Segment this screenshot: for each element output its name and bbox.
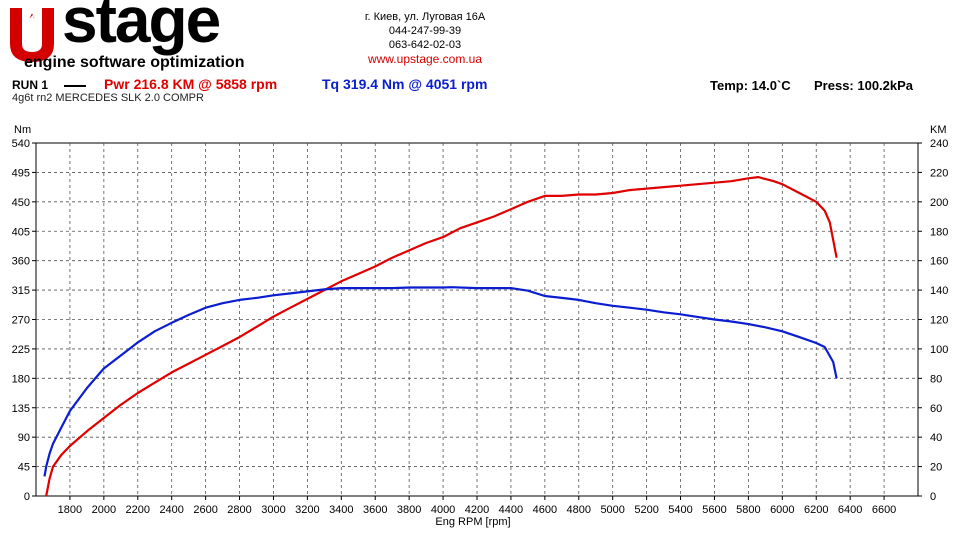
y-tick-label: 270	[12, 315, 30, 327]
y2-tick-label: 120	[930, 315, 948, 327]
y-tick-label: 135	[12, 403, 30, 415]
y2-tick-label: 60	[930, 403, 942, 415]
contact-block: г. Киев, ул. Луговая 16А 044-247-99-39 0…	[330, 10, 520, 66]
y2-tick-label: 200	[930, 197, 948, 209]
x-tick-label: 5000	[600, 504, 624, 516]
x-tick-label: 6400	[838, 504, 862, 516]
y-tick-label: 495	[12, 167, 30, 179]
x-tick-label: 3400	[329, 504, 353, 516]
logo-u-arrow-icon	[10, 6, 54, 62]
x-tick-label: 2400	[159, 504, 183, 516]
torque-summary: Tq 319.4 Nm @ 4051 rpm	[322, 76, 488, 92]
x-tick-label: 3200	[295, 504, 319, 516]
x-tick-label: 5800	[736, 504, 760, 516]
y-tick-label: 225	[12, 344, 30, 356]
x-tick-label: 2600	[193, 504, 217, 516]
y-tick-label: 180	[12, 373, 30, 385]
x-tick-label: 2000	[92, 504, 116, 516]
y2-tick-label: 20	[930, 462, 942, 474]
y2-tick-label: 40	[930, 432, 942, 444]
y2-tick-label: 180	[930, 226, 948, 238]
phone-2: 063-642-02-03	[388, 39, 462, 51]
x-tick-label: 4200	[465, 504, 489, 516]
upstage-logo: stage engine software optimization	[4, 0, 304, 72]
y2-tick-label: 140	[930, 285, 948, 297]
x-tick-label: 3000	[261, 504, 285, 516]
x-tick-label: 6200	[804, 504, 828, 516]
power-curve	[45, 176, 838, 497]
x-tick-label: 2800	[227, 504, 251, 516]
logo-wordmark: stage	[62, 0, 221, 56]
pressure-readout: Press: 100.2kPa	[814, 78, 914, 93]
power-summary: Pwr 216.8 KM @ 5858 rpm	[104, 76, 278, 92]
y2-tick-label: 80	[930, 373, 942, 385]
y-tick-label: 0	[24, 491, 30, 503]
y2-tick-label: 240	[930, 138, 948, 150]
x-axis-label: Eng RPM [rpm]	[435, 516, 510, 528]
x-tick-label: 5600	[702, 504, 726, 516]
x-tick-label: 4800	[567, 504, 591, 516]
y2-tick-label: 0	[930, 491, 936, 503]
x-tick-label: 4400	[499, 504, 523, 516]
run-label: RUN 1	[12, 78, 49, 92]
x-tick-label: 4000	[431, 504, 455, 516]
x-tick-label: 6600	[872, 504, 896, 516]
torque-curve	[43, 286, 838, 477]
x-tick-label: 5400	[668, 504, 692, 516]
y2-tick-label: 100	[930, 344, 948, 356]
vehicle-description: 4g6t rn2 MERCEDES SLK 2.0 COMPR	[12, 92, 204, 104]
y-tick-label: 540	[12, 138, 30, 150]
website-link[interactable]: www.upstage.com.ua	[367, 52, 483, 66]
run-legend-line	[64, 85, 86, 87]
x-tick-label: 1800	[58, 504, 82, 516]
y-tick-label: 450	[12, 197, 30, 209]
y-tick-label: 405	[12, 226, 30, 238]
x-tick-label: 3800	[397, 504, 421, 516]
y-tick-label: 90	[18, 432, 30, 444]
y-tick-label: 315	[12, 285, 30, 297]
phone-1: 044-247-99-39	[388, 25, 462, 37]
address-text: г. Киев, ул. Луговая 16А	[364, 11, 486, 23]
y-axis-label: Nm	[14, 124, 31, 136]
logo-tagline: engine software optimization	[24, 54, 245, 71]
y2-tick-label: 160	[930, 256, 948, 268]
y2-tick-label: 220	[930, 167, 948, 179]
y-tick-label: 45	[18, 462, 30, 474]
y2-axis-label: KM	[930, 124, 947, 136]
y-tick-label: 360	[12, 256, 30, 268]
x-tick-label: 4600	[533, 504, 557, 516]
x-tick-label: 5200	[634, 504, 658, 516]
x-tick-label: 6000	[770, 504, 794, 516]
temperature-readout: Temp: 14.0`C	[710, 78, 791, 93]
x-tick-label: 2200	[126, 504, 150, 516]
x-tick-label: 3600	[363, 504, 387, 516]
